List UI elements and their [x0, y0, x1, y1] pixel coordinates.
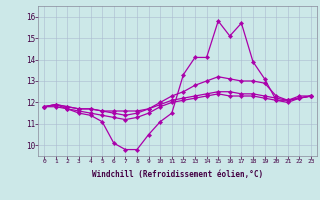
- X-axis label: Windchill (Refroidissement éolien,°C): Windchill (Refroidissement éolien,°C): [92, 170, 263, 179]
